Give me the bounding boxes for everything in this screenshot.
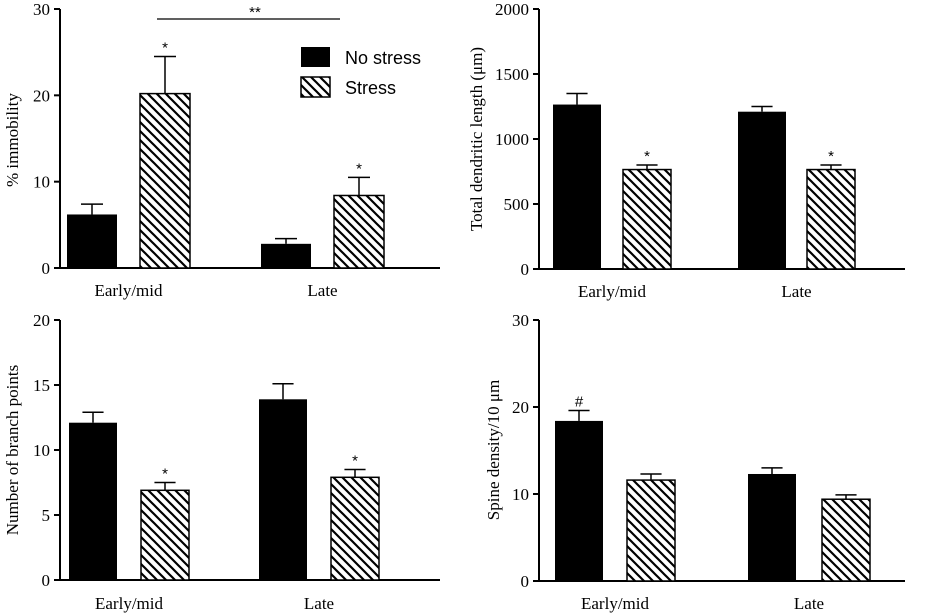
panel-dendritic-length: 0 500 1000 1500 2000 Total dendritic length (…: [467, 0, 905, 301]
legend-swatch-stress: [300, 76, 331, 98]
x-category-label: Late: [781, 282, 811, 301]
y-tick-label: 20: [512, 398, 529, 417]
y-tick-label: 15: [33, 376, 50, 395]
y-tick-label: 30: [33, 0, 50, 19]
significance-mark: *: [356, 160, 362, 177]
y-tick-label: 2000: [495, 0, 529, 19]
bar-no-stress: [261, 243, 311, 268]
y-tick-label: 0: [42, 571, 51, 590]
y-tick-label: 500: [504, 195, 530, 214]
legend-label-no-stress: No stress: [345, 48, 421, 68]
x-category-label: Late: [794, 594, 824, 613]
panel-branch-points: 0 5 10 15 20 Number of branch points * * Early/m…: [3, 311, 440, 613]
y-axis-title: Total dendritic length (μm): [467, 47, 486, 231]
y-tick-label: 0: [521, 572, 530, 591]
bar-no-stress: [259, 399, 307, 580]
y-tick-label: 10: [33, 441, 50, 460]
bar-no-stress: [69, 422, 117, 580]
bar-no-stress: [553, 104, 601, 269]
bracket-label: **: [249, 4, 261, 21]
y-tick-label: 1500: [495, 65, 529, 84]
significance-mark: *: [644, 148, 650, 165]
y-tick-label: 0: [42, 259, 51, 278]
y-tick-label: 5: [42, 506, 51, 525]
bar-no-stress: [67, 214, 117, 268]
y-tick-label: 30: [512, 311, 529, 330]
legend-label-stress: Stress: [345, 78, 396, 98]
bar-no-stress: [748, 473, 796, 581]
y-tick-label: 20: [33, 86, 50, 105]
significance-mark: *: [162, 466, 168, 483]
bar-no-stress: [738, 111, 786, 269]
x-category-label: Late: [304, 594, 334, 613]
legend-swatch-no-stress: [301, 47, 330, 67]
y-axis-title: % immobility: [3, 93, 22, 187]
bar-no-stress: [555, 420, 603, 581]
bar-stress: [139, 92, 191, 269]
x-category-label: Early/mid: [95, 281, 163, 300]
panel-spine-density: 0 10 20 30 Spine density/10 μm # Early/mid Late: [484, 311, 905, 613]
significance-mark: *: [352, 453, 358, 470]
bar-stress: [626, 479, 676, 582]
x-category-label: Late: [307, 281, 337, 300]
bar-stress: [140, 489, 190, 581]
x-category-label: Early/mid: [578, 282, 646, 301]
significance-mark: *: [828, 148, 834, 165]
bar-stress: [622, 168, 672, 270]
bar-stress: [330, 476, 380, 581]
bar-stress: [333, 194, 385, 269]
legend: No stress Stress: [300, 47, 421, 98]
significance-bracket: **: [157, 4, 340, 21]
bar-stress: [806, 168, 856, 270]
y-tick-label: 0: [521, 260, 530, 279]
x-category-label: Early/mid: [95, 594, 163, 613]
y-tick-label: 1000: [495, 130, 529, 149]
x-category-label: Early/mid: [581, 594, 649, 613]
y-tick-label: 10: [33, 173, 50, 192]
bar-stress: [821, 498, 871, 582]
significance-mark: #: [575, 393, 584, 410]
y-tick-label: 20: [33, 311, 50, 330]
y-axis-title: Number of branch points: [3, 365, 22, 535]
y-tick-label: 10: [512, 485, 529, 504]
significance-mark: *: [162, 39, 168, 56]
y-axis-title: Spine density/10 μm: [484, 380, 503, 520]
